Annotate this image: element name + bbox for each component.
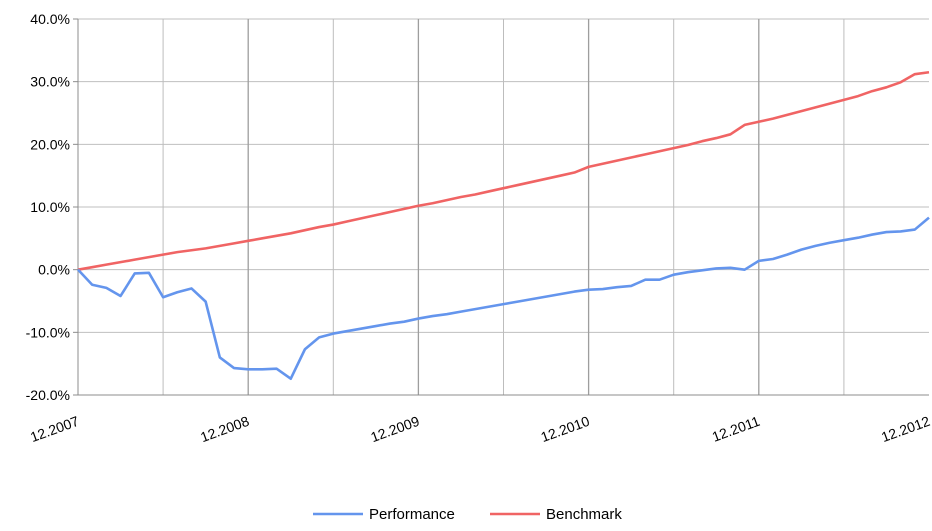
gridlines <box>78 18 929 396</box>
series-line-performance <box>77 216 930 381</box>
y-tick-label: 20.0% <box>30 136 70 152</box>
y-tick-label: 10.0% <box>30 199 70 215</box>
y-tick-label: -20.0% <box>26 387 70 403</box>
legend-label-performance: Performance <box>369 506 455 523</box>
y-tick-label: 30.0% <box>30 74 70 90</box>
axes <box>73 18 929 396</box>
x-tick-label: 12.2009 <box>368 413 421 445</box>
legend-label-benchmark: Benchmark <box>546 506 622 523</box>
x-tick-label: 12.2008 <box>198 413 251 445</box>
y-tick-label: 0.0% <box>38 262 70 278</box>
x-tick-label: 12.2012 <box>879 413 932 445</box>
x-tick-label: 12.2011 <box>710 413 762 445</box>
x-tick-label: 12.2007 <box>28 413 81 445</box>
series-lines <box>77 70 930 381</box>
series-line-benchmark <box>77 70 930 271</box>
legend: Performance Benchmark <box>313 506 622 523</box>
tick-labels: -20.0% -10.0% 0.0% 10.0% 20.0% 30.0% 40.0% 12.2… <box>26 11 932 445</box>
y-tick-label: -10.0% <box>26 324 70 340</box>
y-tick-label: 40.0% <box>30 11 70 27</box>
x-tick-label: 12.2010 <box>539 413 592 445</box>
